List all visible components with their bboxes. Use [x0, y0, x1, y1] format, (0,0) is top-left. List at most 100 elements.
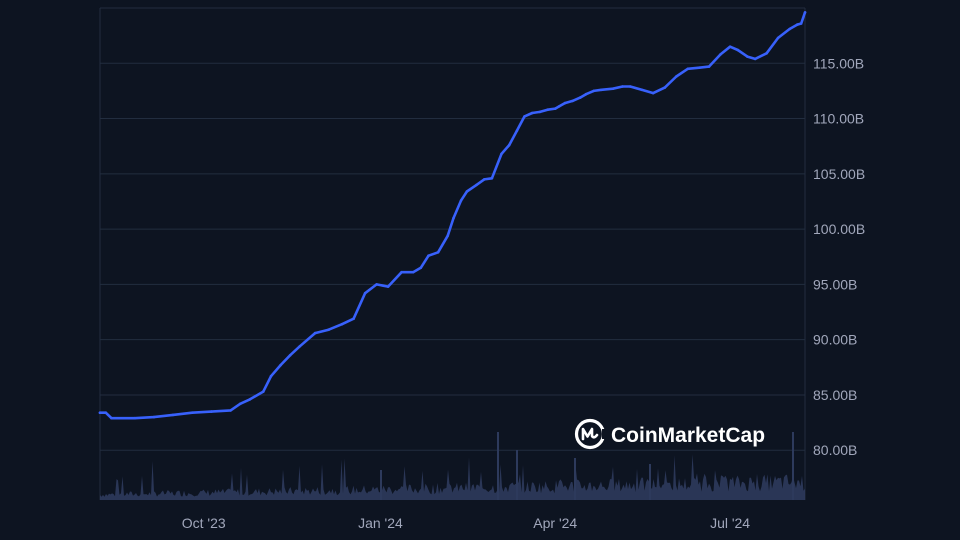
data-point — [110, 416, 113, 420]
y-tick-label: 80.00B — [813, 442, 857, 458]
data-point — [262, 390, 265, 393]
y-tick-label: 100.00B — [813, 221, 865, 237]
x-tick-label: Jul '24 — [710, 515, 750, 531]
y-tick-label: 105.00B — [813, 166, 865, 182]
volume-spike — [380, 470, 382, 500]
data-point — [400, 270, 403, 274]
data-point — [352, 317, 355, 321]
data-point — [210, 410, 213, 413]
data-point — [515, 129, 519, 132]
data-point — [436, 251, 440, 254]
data-point — [571, 99, 574, 103]
data-point — [675, 75, 678, 78]
data-point — [788, 27, 791, 31]
data-point — [663, 86, 667, 89]
data-point — [554, 107, 557, 110]
y-tick-label: 115.00B — [813, 55, 864, 71]
data-point — [375, 283, 378, 286]
y-tick-label: 95.00B — [813, 276, 857, 292]
y-axis-tick-labels: 80.00B 85.00B 90.00B 95.00B 100.00B 105.00B 11… — [813, 55, 865, 458]
data-point — [578, 96, 582, 99]
data-point — [386, 285, 390, 288]
data-point — [736, 48, 740, 52]
data-point — [288, 353, 292, 357]
data-point — [411, 270, 415, 274]
data-point — [152, 415, 156, 419]
y-tick-label: 85.00B — [813, 387, 857, 403]
data-point — [452, 216, 455, 220]
x-tick-label: Apr '24 — [533, 515, 577, 531]
data-point — [746, 55, 749, 58]
data-point — [803, 11, 807, 14]
volume-spike — [574, 458, 576, 500]
volume-area — [100, 454, 805, 500]
data-point — [719, 53, 722, 56]
data-point — [765, 52, 768, 55]
data-point — [459, 199, 463, 202]
data-point — [190, 411, 194, 415]
data-point — [621, 85, 624, 88]
data-point — [698, 66, 701, 69]
data-point — [482, 178, 486, 181]
data-point — [557, 105, 561, 108]
data-point — [465, 190, 469, 193]
data-point — [340, 322, 344, 326]
data-point — [611, 87, 615, 90]
data-point — [475, 183, 478, 187]
data-point — [427, 254, 430, 257]
data-point — [753, 57, 757, 61]
data-point — [98, 411, 102, 415]
data-point — [419, 266, 423, 270]
data-point — [446, 234, 450, 238]
data-point — [584, 92, 588, 96]
volume-bars — [100, 432, 805, 500]
grid-lines — [100, 62, 805, 451]
data-point — [563, 101, 567, 105]
coinmarketcap-logo-icon — [574, 418, 608, 450]
data-point — [799, 22, 803, 25]
data-point — [776, 36, 780, 40]
data-point — [490, 177, 494, 180]
watermark-text: CoinMarketCap — [611, 424, 765, 447]
price-series — [98, 11, 807, 420]
y-tick-label: 90.00B — [813, 332, 857, 348]
data-point — [327, 328, 330, 332]
data-point — [640, 88, 643, 92]
data-point — [229, 409, 232, 412]
volume-spike — [792, 432, 794, 500]
data-point — [313, 331, 317, 335]
data-point — [686, 67, 690, 71]
data-point — [592, 89, 595, 93]
volume-spike — [516, 450, 518, 500]
data-point — [104, 411, 108, 415]
data-point — [546, 108, 549, 111]
data-point — [538, 110, 542, 114]
x-tick-label: Oct '23 — [182, 515, 226, 531]
data-point — [507, 143, 511, 147]
data-point — [651, 91, 655, 95]
data-point — [707, 65, 711, 68]
data-point — [500, 152, 503, 156]
x-tick-label: Jan '24 — [358, 515, 403, 531]
data-point — [523, 115, 526, 118]
data-point — [298, 345, 302, 348]
volume-spike — [497, 432, 499, 500]
data-point — [171, 413, 175, 417]
data-point — [628, 85, 632, 88]
data-point — [238, 402, 242, 406]
data-point — [530, 111, 534, 115]
data-point — [269, 374, 273, 378]
watermark: CoinMarketCap — [574, 418, 765, 450]
data-point — [796, 23, 799, 26]
data-point — [248, 398, 252, 401]
y-tick-label: 110.00B — [813, 111, 864, 127]
data-point — [363, 291, 367, 295]
data-point — [279, 363, 282, 367]
plot-frame — [99, 7, 806, 500]
data-point — [600, 88, 603, 92]
data-point — [728, 45, 732, 48]
x-axis-tick-labels: Oct '23 Jan '24 Apr '24 Jul '24 — [182, 515, 751, 531]
